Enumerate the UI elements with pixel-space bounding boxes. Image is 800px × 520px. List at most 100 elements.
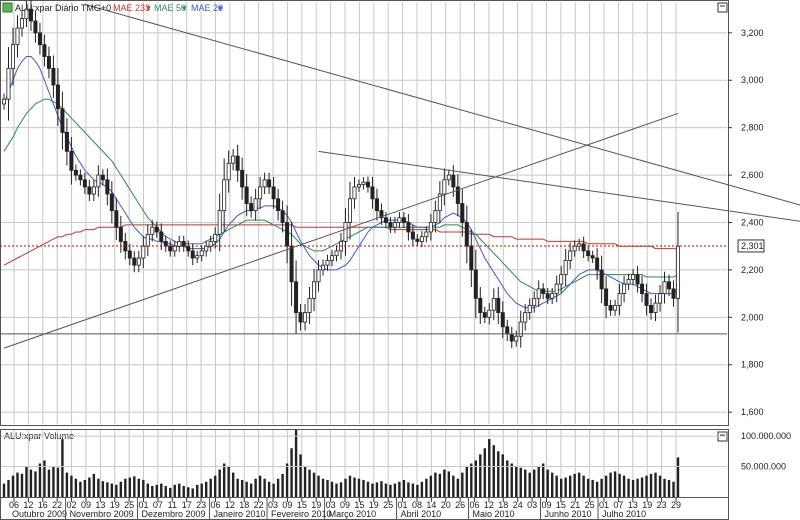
- price-tick-label: 2,600: [741, 170, 764, 180]
- day-tick-label: 17: [182, 500, 192, 510]
- price-tick-label: 2,000: [741, 312, 764, 322]
- candle: [258, 176, 263, 209]
- volume-bar: [106, 482, 109, 497]
- month-label: Março 2010: [329, 509, 377, 519]
- volume-bar: [479, 454, 482, 497]
- volume-bar: [613, 471, 617, 497]
- candle: [617, 283, 622, 316]
- volume-bar: [303, 466, 307, 497]
- volume-bar: [497, 451, 500, 497]
- candle: [73, 164, 78, 181]
- volume-bar: [61, 439, 64, 497]
- volume-bar: [187, 487, 190, 497]
- volume-bar: [16, 472, 19, 497]
- candle: [37, 22, 42, 55]
- maximize-panel-icon[interactable]: [717, 2, 728, 13]
- candle: [356, 179, 361, 192]
- volume-bar: [25, 466, 28, 497]
- candle: [10, 27, 15, 86]
- trendline[interactable]: [318, 150, 800, 255]
- volume-bar: [29, 469, 33, 497]
- volume-bar: [483, 448, 486, 497]
- volume-bar: [533, 469, 536, 497]
- volume-bar: [546, 469, 549, 497]
- volume-bar: [348, 475, 352, 497]
- chevron-down-icon[interactable]: ▾: [218, 3, 223, 13]
- candle: [671, 280, 676, 307]
- day-tick-label: 09: [541, 500, 551, 510]
- day-tick-label: 19: [311, 500, 321, 510]
- day-tick-label: 16: [38, 500, 48, 510]
- candle: [658, 285, 663, 312]
- candle: [347, 181, 352, 240]
- trendline[interactable]: [84, 3, 800, 303]
- volume-bar: [654, 472, 657, 497]
- day-tick-label: 19: [642, 500, 652, 510]
- volume-bar: [667, 479, 671, 497]
- candle: [554, 275, 559, 303]
- day-labels: 06 12 16 22 02 09 13 19 25 01 07 11 17 23 06 12 18 22 03 09…: [9, 498, 681, 510]
- indicator-mae-20[interactable]: MAE 20: [191, 3, 223, 13]
- volume-bar: [568, 475, 572, 497]
- candle: [653, 294, 658, 322]
- candle: [523, 304, 528, 331]
- volume-bar: [137, 478, 140, 497]
- candle: [365, 176, 370, 193]
- candle: [204, 240, 209, 257]
- volume-bar: [640, 477, 644, 497]
- volume-bar: [470, 463, 473, 497]
- volume-bar: [34, 471, 37, 497]
- month-label: Maio 2010: [473, 509, 515, 519]
- candle: [222, 158, 227, 232]
- candle: [249, 196, 254, 218]
- trendline[interactable]: [3, 112, 679, 349]
- indicator-mae-233[interactable]: MAE 233: [113, 3, 150, 13]
- candle: [626, 273, 631, 290]
- candle: [78, 169, 83, 186]
- volume-bar: [227, 466, 230, 497]
- volume-bar: [155, 484, 158, 497]
- candle: [446, 169, 451, 186]
- symbol-badge-icon: [2, 2, 13, 13]
- chevron-down-icon[interactable]: ▾: [146, 3, 151, 13]
- day-tick-label: 25: [383, 500, 393, 510]
- candle: [514, 330, 519, 347]
- price-tick-label: 2,200: [741, 265, 764, 275]
- volume-bar: [209, 478, 212, 497]
- last-price-label: 2,301: [741, 241, 764, 251]
- candle: [190, 243, 195, 266]
- volume-bar: [636, 478, 639, 497]
- price-tick-label: 1,600: [741, 407, 764, 417]
- candle: [60, 91, 65, 150]
- chevron-down-icon[interactable]: ▾: [182, 3, 187, 13]
- volume-bar: [101, 481, 105, 497]
- volume-bar: [178, 483, 181, 497]
- volume-bar: [231, 472, 235, 497]
- volume-bar: [326, 479, 329, 497]
- candle: [455, 174, 460, 217]
- candle: [460, 189, 465, 237]
- price-tick-label: 3,000: [741, 75, 764, 85]
- day-tick-label: 15: [354, 500, 364, 510]
- day-tick-label: 12: [484, 500, 494, 510]
- volume-bar: [515, 466, 518, 497]
- volume-bar: [402, 479, 406, 497]
- volume-bar: [501, 454, 504, 497]
- volume-bar: [11, 475, 15, 497]
- volume-bar: [559, 478, 563, 497]
- candle: [482, 306, 487, 324]
- volume-bar: [191, 488, 194, 497]
- volume-bar: [43, 460, 46, 497]
- volume-bar: [604, 475, 608, 497]
- volume-bar: [542, 463, 545, 497]
- volume-bar: [591, 479, 594, 497]
- candle: [649, 298, 654, 320]
- volume-bar: [456, 478, 460, 497]
- candle: [428, 213, 433, 241]
- volume-bar: [222, 463, 226, 497]
- indicator-mae-50[interactable]: MAE 50: [154, 3, 186, 13]
- volume-bar: [429, 475, 433, 497]
- day-tick-label: 13: [95, 500, 105, 510]
- volume-bar: [290, 448, 293, 497]
- candle: [303, 304, 308, 331]
